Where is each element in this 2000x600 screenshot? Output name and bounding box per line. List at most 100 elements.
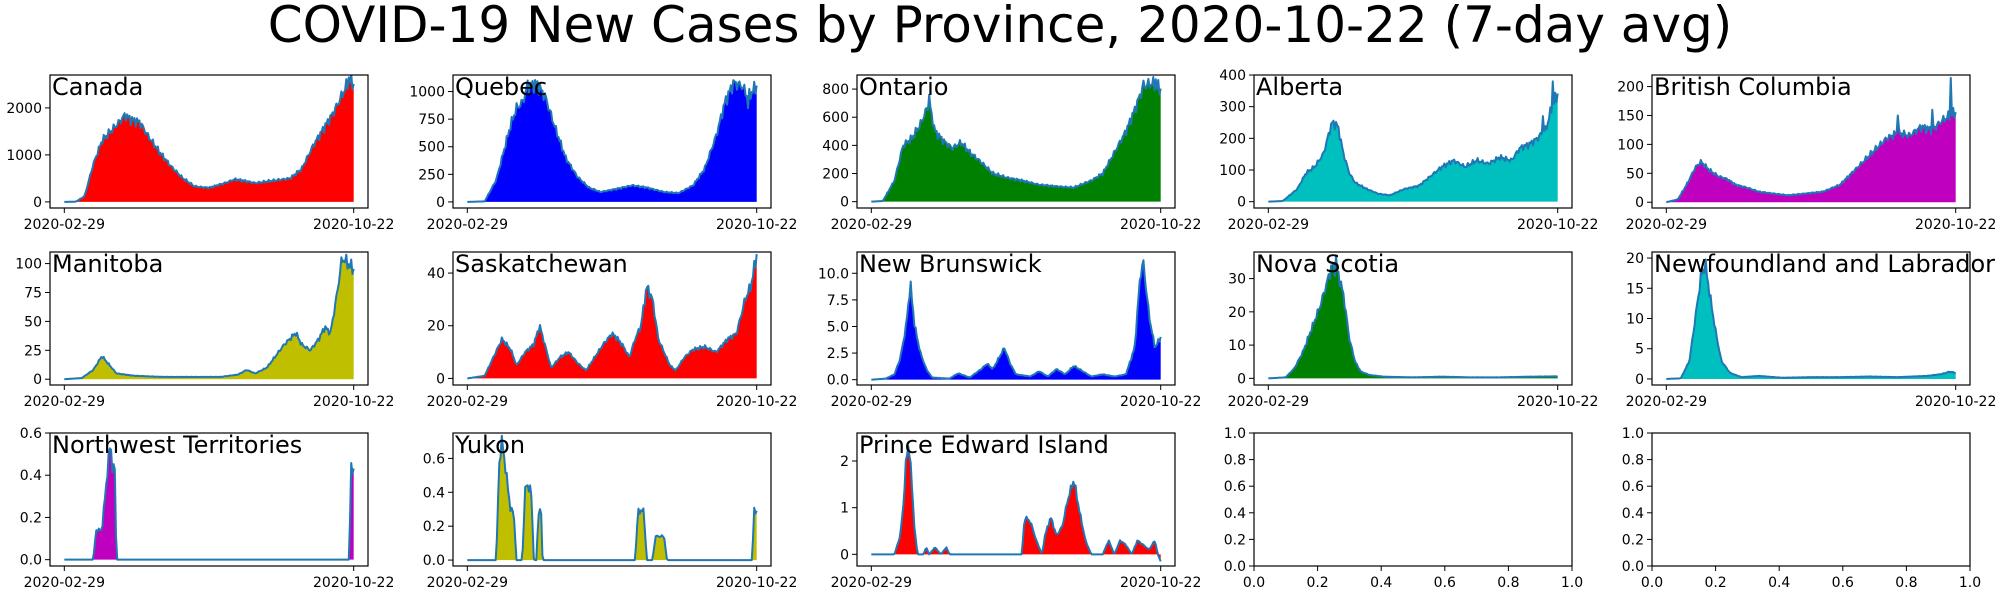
y-tick-label: 0 bbox=[1237, 195, 1246, 211]
y-tick-label: 0.4 bbox=[1622, 506, 1644, 522]
y-tick-label: 0.8 bbox=[1224, 453, 1246, 469]
area-alberta bbox=[1268, 81, 1558, 202]
axes-frame bbox=[452, 432, 772, 567]
y-tick-label: 0.2 bbox=[1224, 532, 1246, 548]
y-tick-label: 0.2 bbox=[423, 519, 445, 535]
panel-label: Northwest Territories bbox=[52, 431, 302, 459]
y-tick-label: 0.2 bbox=[20, 510, 42, 526]
panel-label: Canada bbox=[52, 73, 143, 101]
panel-label: Prince Edward Island bbox=[859, 431, 1109, 459]
x-tick-label: 2020-10-22 bbox=[1517, 394, 1598, 410]
y-tick-label: 0 bbox=[840, 195, 849, 211]
x-tick-label: 2020-02-29 bbox=[24, 217, 105, 233]
area-canada bbox=[64, 75, 354, 202]
axes-frame bbox=[452, 74, 772, 209]
x-tick-label: 1.0 bbox=[1959, 575, 1981, 591]
axes-frame bbox=[1253, 251, 1573, 386]
y-tick-label: 30 bbox=[1228, 272, 1246, 288]
x-tick-label: 0.6 bbox=[1434, 575, 1456, 591]
line-saskatchewan bbox=[467, 254, 758, 380]
y-tick-label: 1.0 bbox=[1622, 426, 1644, 442]
y-tick-label: 10.0 bbox=[818, 266, 849, 282]
x-tick-label: 0.6 bbox=[1832, 575, 1854, 591]
panel-saskatchewan: 0 20 40 2020-02-29 2020-10-22 Saskatchewan bbox=[427, 250, 798, 410]
y-tick-label: 0 bbox=[1237, 371, 1246, 387]
area-manitoba bbox=[64, 254, 354, 380]
y-tick-label: 10 bbox=[1626, 312, 1644, 328]
line-northwest-territories bbox=[64, 447, 355, 561]
y-tick-label: 0.0 bbox=[827, 373, 849, 389]
line-new-brunswick bbox=[871, 259, 1162, 381]
panel-british-columbia: 0 50 100 150 200 2020-02-29 2020-10-22 British … bbox=[1617, 73, 1996, 233]
y-tick-label: 0.0 bbox=[1224, 559, 1246, 575]
axes-frame bbox=[49, 74, 369, 209]
y-tick-label: 100 bbox=[15, 257, 42, 273]
panel-empty-13: 0.0 0.2 0.4 0.6 0.8 1.0 0.0 0.2 0.4 0.6 0.8 1.0 bbox=[1224, 426, 1583, 591]
area-british-columbia bbox=[1666, 77, 1956, 203]
axes-frame bbox=[49, 251, 369, 386]
y-tick-label: 15 bbox=[1626, 281, 1644, 297]
panel-label: Manitoba bbox=[52, 250, 163, 278]
x-tick-label: 2020-10-22 bbox=[313, 394, 394, 410]
y-tick-label: 2.5 bbox=[827, 346, 849, 362]
y-tick-label: 40 bbox=[427, 266, 445, 282]
y-tick-label: 0.6 bbox=[20, 426, 42, 442]
y-tick-label: 0.2 bbox=[1622, 532, 1644, 548]
y-tick-label: 600 bbox=[822, 110, 849, 126]
y-tick-label: 0 bbox=[33, 372, 42, 388]
panel-yukon: 0.0 0.2 0.4 0.6 2020-02-29 2020-10-22 Yukon bbox=[423, 431, 798, 591]
axes-frame bbox=[856, 74, 1176, 209]
area-newfoundland-and-labrador bbox=[1666, 259, 1956, 379]
y-tick-label: 2 bbox=[840, 454, 849, 470]
area-quebec bbox=[467, 80, 757, 202]
panel-quebec: 0 250 500 750 1000 2020-02-29 2020-10-22 Quebec bbox=[409, 73, 797, 233]
panel-alberta: 0 100 200 300 400 2020-02-29 2020-10-22 Alberta bbox=[1219, 68, 1598, 233]
line-british-columbia bbox=[1666, 76, 1957, 204]
line-yukon bbox=[467, 434, 758, 562]
y-tick-label: 0 bbox=[436, 195, 445, 211]
y-tick-label: 2000 bbox=[6, 101, 42, 117]
panel-label: Newfoundland and Labrador bbox=[1654, 250, 1995, 278]
y-tick-label: 1000 bbox=[6, 148, 42, 164]
x-tick-label: 1.0 bbox=[1561, 575, 1583, 591]
axes-frame bbox=[1651, 432, 1971, 567]
x-tick-label: 2020-02-29 bbox=[24, 575, 105, 591]
y-tick-label: 200 bbox=[822, 167, 849, 183]
x-tick-label: 0.2 bbox=[1704, 575, 1726, 591]
y-tick-label: 400 bbox=[822, 138, 849, 154]
panel-northwest-territories: 0.0 0.2 0.4 0.6 2020-02-29 2020-10-22 Northwes… bbox=[20, 426, 395, 591]
panel-label: Quebec bbox=[455, 73, 547, 101]
area-new-brunswick bbox=[871, 260, 1161, 380]
x-tick-label: 2020-10-22 bbox=[1517, 217, 1598, 233]
x-tick-label: 2020-10-22 bbox=[1915, 394, 1996, 410]
y-tick-label: 500 bbox=[418, 140, 445, 156]
y-tick-label: 0 bbox=[840, 547, 849, 563]
y-tick-label: 200 bbox=[1617, 80, 1644, 96]
y-tick-label: 1.0 bbox=[1224, 426, 1246, 442]
x-tick-label: 2020-02-29 bbox=[1228, 217, 1309, 233]
x-tick-label: 2020-02-29 bbox=[1228, 394, 1309, 410]
panel-empty-14: 0.0 0.2 0.4 0.6 0.8 1.0 0.0 0.2 0.4 0.6 0.8 1.0 bbox=[1622, 426, 1981, 591]
axes-frame bbox=[1651, 74, 1971, 209]
x-tick-label: 2020-02-29 bbox=[831, 217, 912, 233]
x-tick-label: 2020-10-22 bbox=[1915, 217, 1996, 233]
x-tick-label: 2020-10-22 bbox=[313, 217, 394, 233]
line-prince-edward-island bbox=[871, 445, 1162, 562]
panel-label: New Brunswick bbox=[859, 250, 1042, 278]
panel-canada: 0 1000 2000 2020-02-29 2020-10-22 Canada bbox=[6, 73, 394, 233]
x-tick-label: 2020-10-22 bbox=[313, 575, 394, 591]
area-ontario bbox=[871, 77, 1161, 202]
x-tick-label: 2020-10-22 bbox=[1120, 575, 1201, 591]
y-tick-label: 250 bbox=[418, 167, 445, 183]
line-canada bbox=[64, 75, 355, 203]
y-tick-label: 50 bbox=[24, 314, 42, 330]
panel-label: Alberta bbox=[1256, 73, 1343, 101]
x-tick-label: 2020-10-22 bbox=[716, 575, 797, 591]
x-tick-label: 2020-02-29 bbox=[1626, 394, 1707, 410]
panel-nova-scotia: 0 10 20 30 2020-02-29 2020-10-22 Nova Scotia bbox=[1228, 250, 1599, 410]
y-tick-label: 0.6 bbox=[1622, 479, 1644, 495]
panel-label: British Columbia bbox=[1654, 73, 1852, 101]
x-tick-label: 2020-10-22 bbox=[716, 394, 797, 410]
y-tick-label: 20 bbox=[1626, 251, 1644, 267]
